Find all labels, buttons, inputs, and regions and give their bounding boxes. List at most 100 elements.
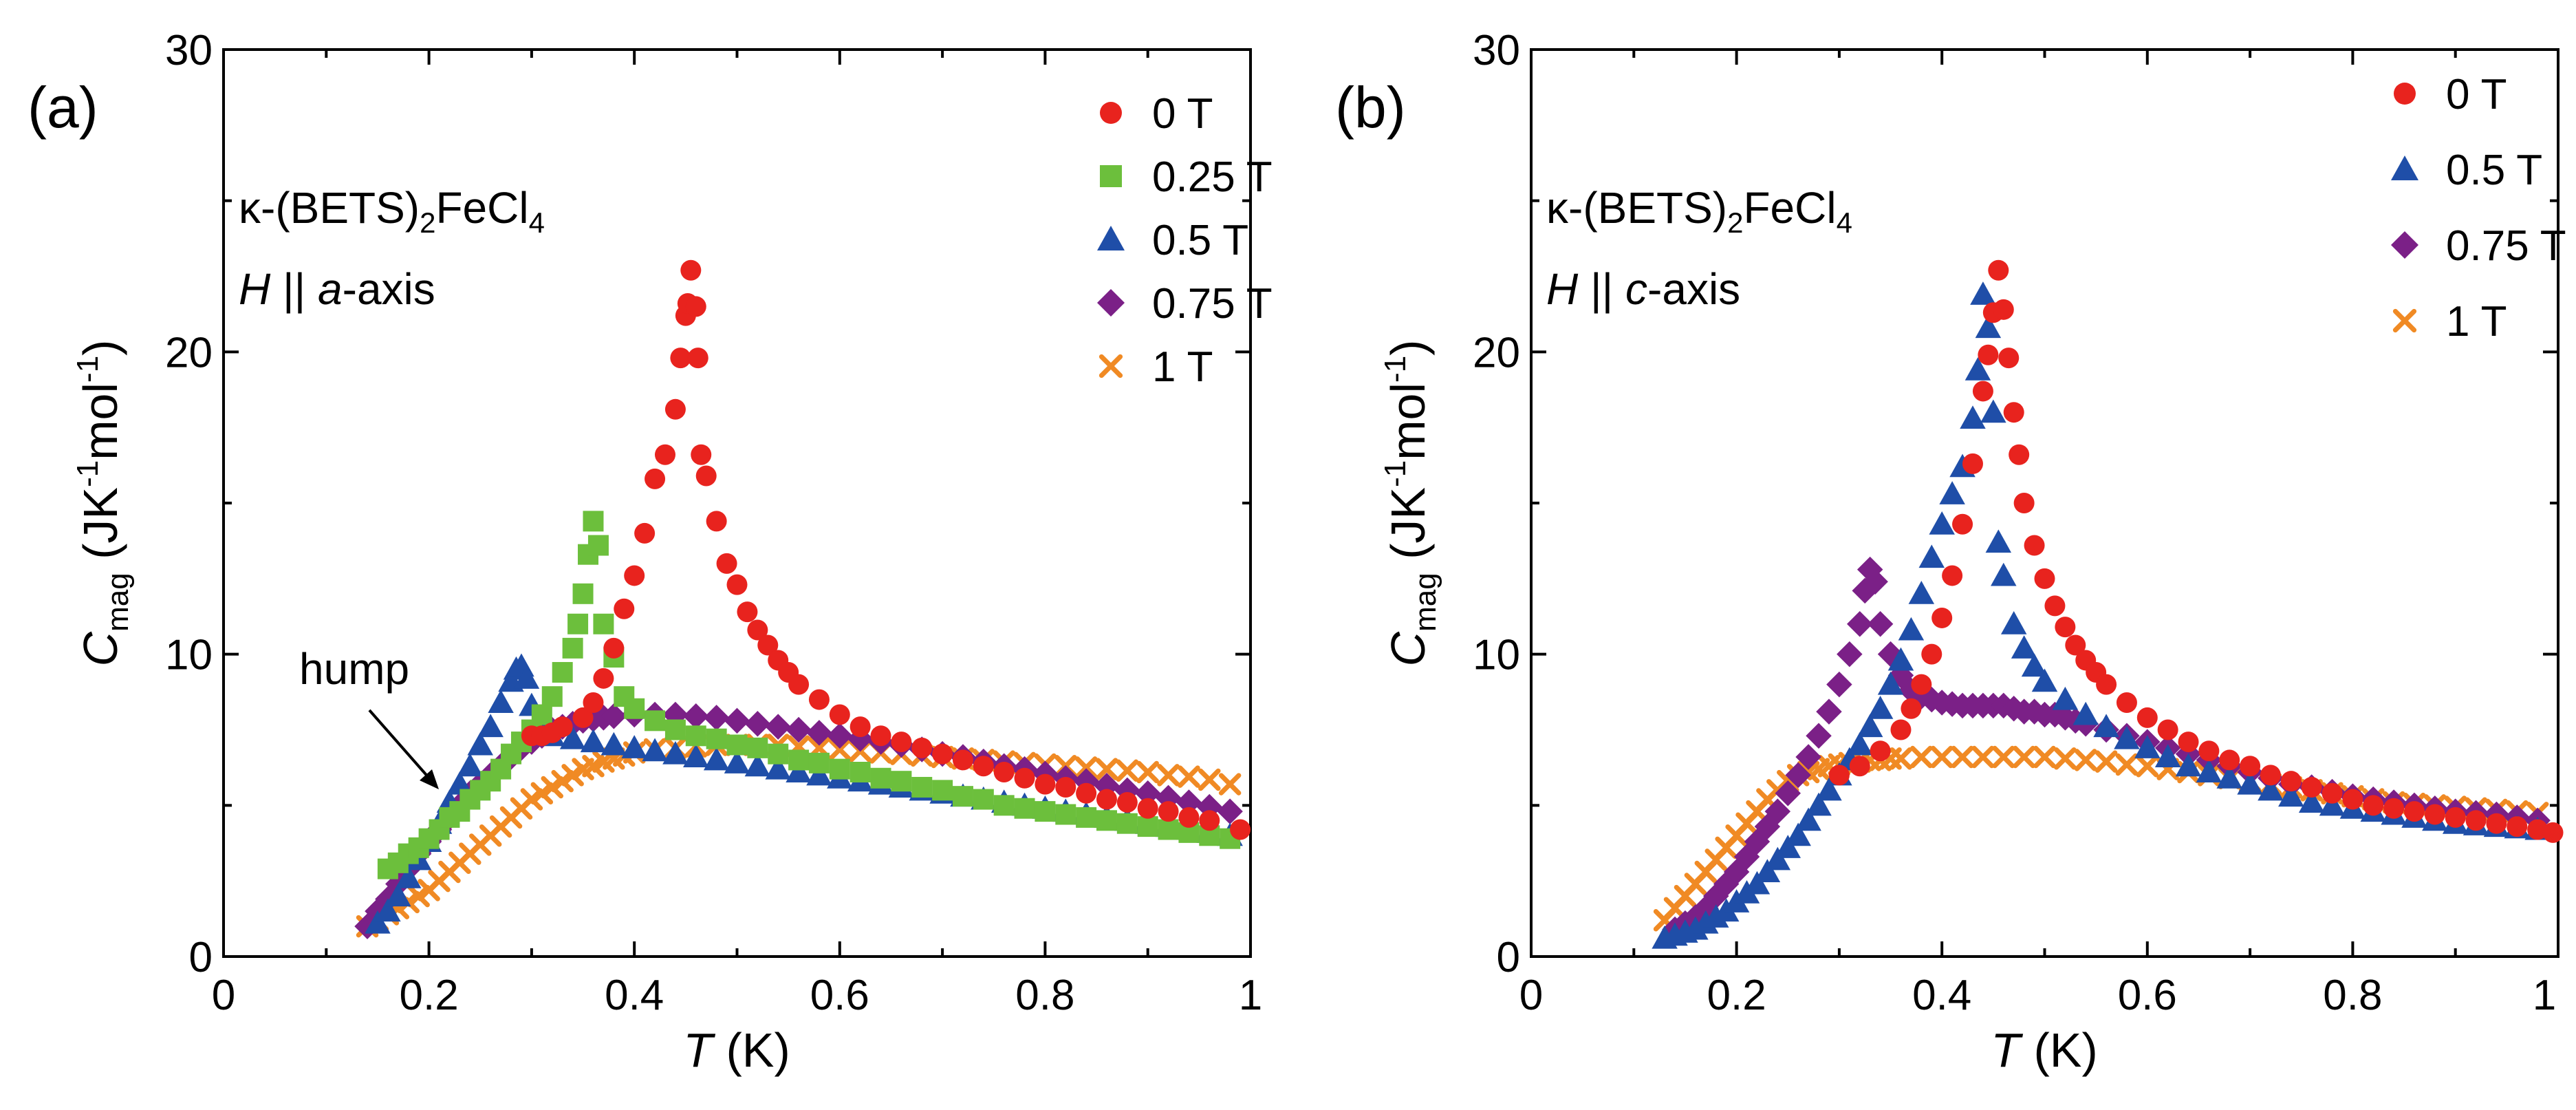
data-point [572,707,594,728]
hump-annotation: hump [299,644,409,694]
data-point [1744,871,1771,895]
data-point [1960,405,1986,429]
data-point [726,734,748,756]
data-point [670,348,691,369]
panel-label: (b) [1335,75,1406,140]
data-point [513,665,540,689]
data-point [1837,641,1863,668]
x-tick-label: 0.6 [2118,972,2177,1019]
data-point [2465,810,2487,831]
data-point [1754,859,1781,882]
data-point [2486,813,2507,834]
y-tick-label: 0 [1497,934,1520,981]
y-tick-label: 30 [165,27,213,74]
data-markers [1652,259,2564,949]
series-0-5-t [1652,281,2551,949]
data-point [2198,740,2220,762]
data-point [849,762,871,783]
data-point [703,747,730,771]
x-axis-label: T (K) [683,1023,790,1077]
data-point [477,714,504,738]
data-point [2219,749,2240,771]
data-point [1965,356,1991,381]
data-point [1178,807,1200,828]
data-point [634,522,656,544]
data-point [1095,758,1118,780]
data-point [2154,744,2181,768]
data-point [680,259,702,281]
data-point [645,710,666,732]
data-point [1890,719,1912,740]
data-point [531,704,552,725]
data-point [1230,819,1251,840]
data-point [1993,299,2014,320]
data-point [2445,807,2466,828]
panel-a: 0 0.2 0.4 0.6 0.8 1 0 10 20 30 T (K) Cma… [28,27,1273,1077]
data-point [567,613,589,634]
data-point [621,735,647,758]
data-point [952,786,973,807]
data-point [1693,895,1719,921]
legend-label-0-75t: 0.75 T [2446,222,2566,270]
data-point [1806,792,1832,816]
data-point [488,690,514,713]
data-point [828,738,852,761]
legend: 0 T 0.5 T 0.75 T 1 T [2391,71,2566,345]
data-point [1217,798,1243,824]
data-point [1988,259,2009,281]
data-point [1985,529,2012,553]
data-point [1035,773,1056,795]
data-point [1116,813,1138,834]
legend-symbol [1098,354,1123,378]
legend-marker-1t [2392,308,2417,333]
data-point [973,789,994,810]
data-point [1199,810,1220,831]
data-point [1764,798,1791,824]
data-point [724,750,750,773]
data-point [932,743,953,765]
data-point [1911,674,1932,695]
series-0-t [521,259,1251,840]
data-point [1157,764,1180,787]
legend-label-1t: 1 T [1152,343,1213,391]
legend-marker-1t [1098,354,1123,378]
data-point [1055,776,1076,798]
data-point [2319,792,2346,816]
data-point [2298,789,2325,813]
data-point [1970,281,1996,305]
legend-symbol [1097,289,1125,317]
data-point [870,767,891,789]
x-tick-labels: 0 0.2 0.4 0.6 0.8 1 [212,972,1262,1019]
data-point [2280,771,2302,792]
data-point [1972,381,1993,402]
data-point [827,723,853,749]
data-point [1930,745,1953,769]
data-point [1076,782,1097,804]
data-point [724,707,750,734]
data-point [662,740,689,765]
data-point [1137,816,1158,837]
ticks [222,48,1252,958]
y-tick-label: 30 [1473,27,1520,74]
data-point [829,758,850,780]
data-point [530,782,554,805]
data-point [1076,807,1097,828]
data-point [786,716,812,743]
data-point [1890,747,1912,770]
data-point [1723,859,1750,885]
legend-symbol [2394,83,2416,105]
data-point [457,753,484,777]
data-point [1178,765,1200,788]
data-point [1754,813,1781,840]
data-markers [354,259,1251,939]
data-point [446,771,473,795]
data-point [1978,344,1999,365]
x-tick-label: 0.4 [1912,972,1971,1019]
data-point [354,913,380,939]
data-point [654,444,675,465]
data-point [1137,798,1158,819]
data-point [2178,732,2199,753]
data-point [520,788,543,811]
data-point [911,776,933,798]
data-point [1096,810,1117,831]
